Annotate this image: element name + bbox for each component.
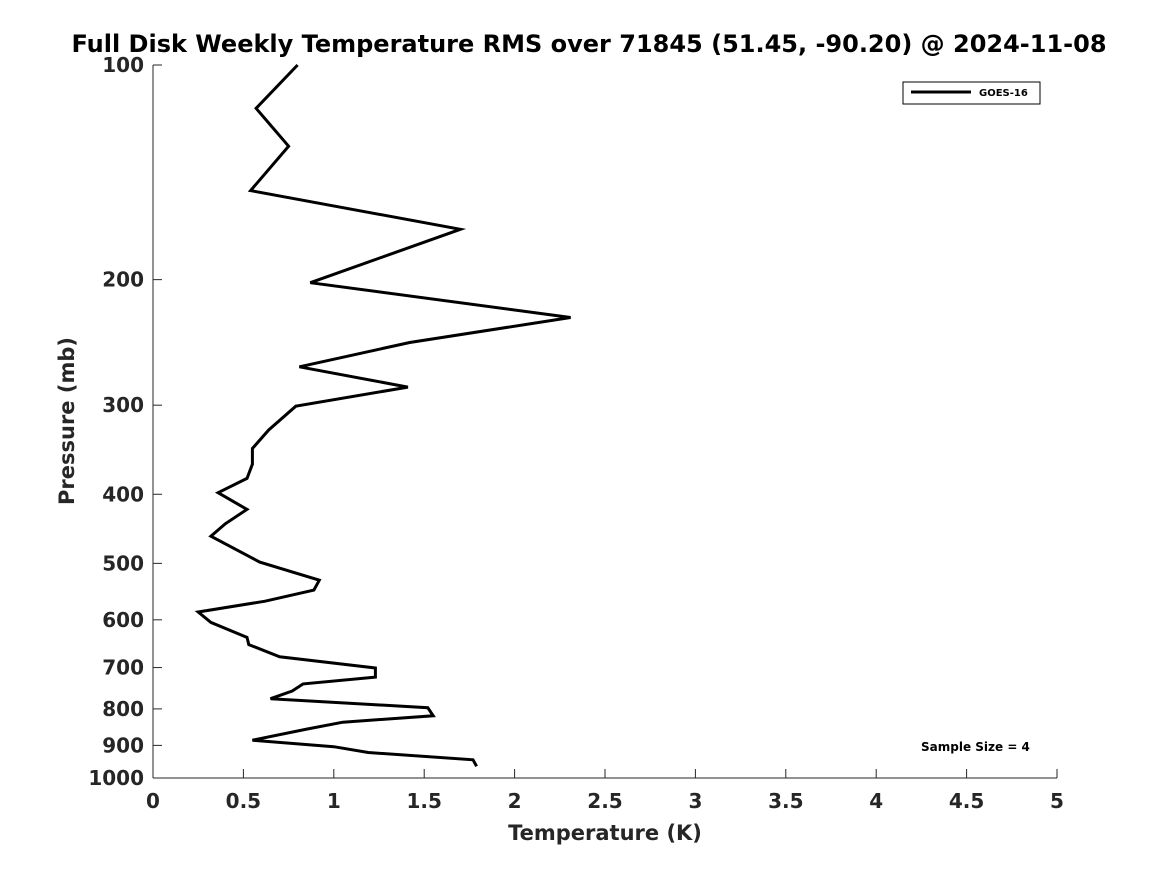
y-tick-label: 800: [102, 697, 144, 721]
legend: GOES-16: [902, 81, 1041, 105]
plot-axes: [152, 65, 1057, 779]
y-tick-label: 200: [102, 268, 144, 292]
y-tick-label: 700: [102, 656, 144, 680]
series-layer: [194, 63, 571, 768]
x-tick-label: 2.5: [587, 789, 622, 813]
y-tick-label: 1000: [88, 766, 144, 790]
sample-size-annotation: Sample Size = 4: [921, 740, 1030, 754]
series-line-goes-16: [194, 63, 571, 768]
x-tick-label: 1: [327, 789, 341, 813]
x-axis-label: Temperature (K): [508, 821, 702, 845]
y-tick-label: 100: [102, 53, 144, 77]
x-tick-label: 2: [508, 789, 522, 813]
legend-entry-goes-16: GOES-16: [979, 88, 1028, 99]
x-tick-label: 0: [146, 789, 160, 813]
y-axis-ticks: 100 200 300 400 500 600 700 800 900 1000: [88, 53, 162, 790]
y-tick-label: 900: [102, 733, 144, 757]
x-tick-label: 5: [1050, 789, 1064, 813]
x-tick-label: 4: [869, 789, 883, 813]
y-tick-label: 300: [102, 393, 144, 417]
y-tick-label: 500: [102, 551, 144, 575]
legend-box: [902, 81, 1041, 105]
x-tick-label: 3.5: [768, 789, 803, 813]
y-tick-label: 600: [102, 608, 144, 632]
y-tick-label: 400: [102, 482, 144, 506]
x-axis-ticks: 0 0.5 1 1.5 2 2.5 3 3.5 4 4.5 5: [146, 769, 1064, 813]
x-tick-label: 1.5: [406, 789, 441, 813]
chart-title: Full Disk Weekly Temperature RMS over 71…: [71, 30, 1106, 58]
x-tick-label: 3: [688, 789, 702, 813]
y-axis-label: Pressure (mb): [55, 337, 79, 505]
x-tick-label: 4.5: [949, 789, 984, 813]
x-tick-label: 0.5: [226, 789, 261, 813]
